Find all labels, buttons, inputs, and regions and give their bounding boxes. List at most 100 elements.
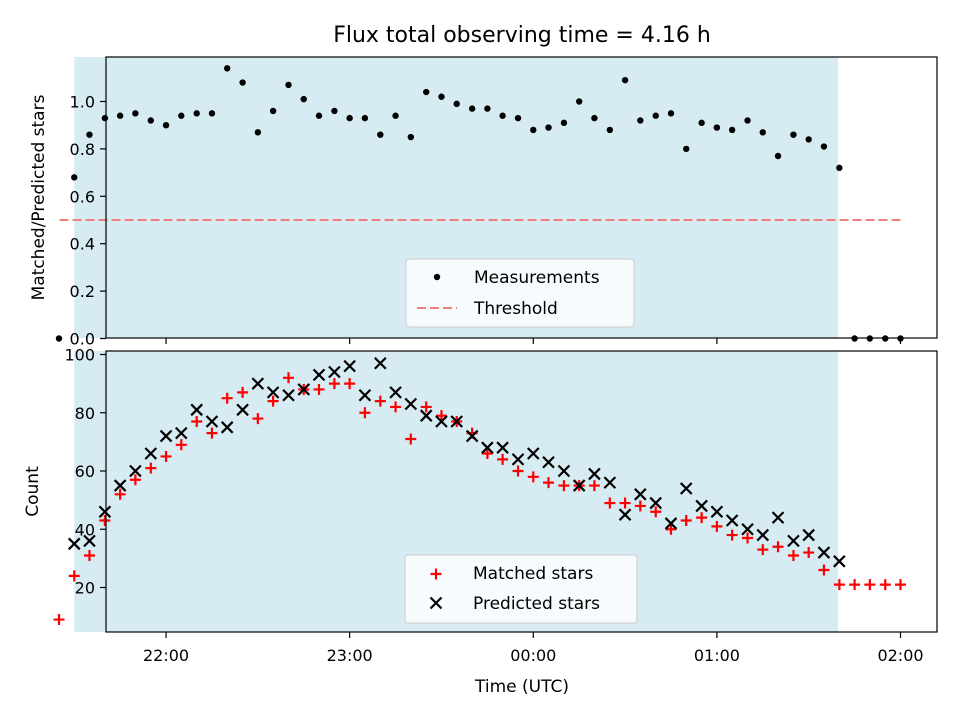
- matched-star-6: [145, 462, 157, 474]
- matched-star-46: [757, 544, 769, 556]
- measurement-point-8: [178, 112, 185, 119]
- measurement-point-39: [652, 112, 659, 119]
- matched-star-43: [711, 520, 723, 532]
- matched-star-1: [68, 570, 80, 582]
- predicted-star-3: [113, 479, 127, 492]
- legend-measurements-label: Measurements: [474, 268, 600, 288]
- matched-star-41: [680, 515, 692, 527]
- predicted-star-14: [282, 388, 295, 402]
- panel2-x-tick-label-0: 22:00: [143, 646, 189, 665]
- top-panel: Matched/Predicted stars 0.0 0.2 0.4 0.6 0.8 1.…: [29, 56, 938, 349]
- measurement-point-10: [208, 110, 216, 117]
- predicted-star-12: [251, 377, 265, 390]
- predicted-star-45: [756, 528, 770, 542]
- measurement-point-20: [361, 114, 369, 122]
- measurement-point-26: [453, 100, 460, 108]
- matched-star-42: [696, 512, 708, 524]
- matched-star-45: [742, 532, 754, 544]
- matched-star-40: [665, 523, 677, 535]
- predicted-star-29: [511, 453, 525, 466]
- matched-star-21: [374, 395, 386, 407]
- panel2-y-axis-label: Count: [23, 466, 43, 517]
- panel2-y-tick-label-2: 60: [75, 462, 95, 481]
- predicted-star-2: [98, 505, 112, 519]
- panel1-y-tick-label-5: 1.0: [70, 93, 95, 112]
- measurement-point-34: [575, 98, 583, 105]
- predicted-star-36: [618, 508, 632, 521]
- panel1-y-axis-label: Matched/Predicted stars: [29, 94, 49, 300]
- matched-star-23: [405, 433, 417, 445]
- matched-star-3: [99, 515, 111, 527]
- measurement-point-48: [790, 131, 797, 138]
- measurement-point-27: [468, 105, 476, 112]
- x-axis-label: Time (UTC): [474, 677, 569, 697]
- predicted-star-19: [358, 388, 372, 402]
- matched-star-39: [650, 506, 662, 518]
- measurement-point-36: [606, 126, 614, 134]
- measurement-point-38: [637, 117, 644, 124]
- predicted-star-49: [817, 546, 831, 559]
- legend-predicted-marker: [429, 596, 443, 610]
- measurement-point-33: [560, 119, 568, 127]
- matched-star-20: [359, 407, 371, 419]
- predicted-star-1: [83, 534, 96, 548]
- measurement-point-17: [315, 112, 323, 119]
- matched-star-55: [895, 579, 906, 591]
- panel2-y-tick-label-4: 100: [64, 346, 95, 365]
- matched-star-18: [328, 378, 340, 390]
- predicted-star-13: [266, 386, 280, 399]
- bottom-panel: Count 20 40 60 80 100 22:00 23:00 00:00 01:00 02:0…: [23, 346, 938, 665]
- matched-star-30: [512, 465, 524, 477]
- predicted-star-24: [435, 415, 448, 428]
- predicted-star-43: [725, 514, 739, 527]
- predicted-star-48: [802, 528, 815, 542]
- matched-star-17: [313, 383, 325, 395]
- predicted-star-21: [389, 386, 402, 399]
- measurement-point-0: [55, 335, 63, 342]
- matched-star-13: [252, 413, 264, 425]
- matched-star-9: [191, 415, 203, 427]
- measurement-point-49: [805, 136, 812, 143]
- measurement-point-40: [667, 110, 675, 117]
- predicted-star-44: [741, 522, 754, 536]
- measurement-point-3: [101, 114, 109, 122]
- matched-star-36: [604, 497, 616, 509]
- predicted-star-40: [679, 482, 693, 495]
- matched-star-2: [83, 549, 95, 561]
- predicted-star-8: [190, 403, 203, 417]
- predicted-star-5: [144, 447, 158, 460]
- panel2-y-tick-label-1: 40: [75, 520, 95, 539]
- measurement-point-16: [300, 95, 307, 103]
- predicted-star-33: [572, 479, 586, 492]
- matched-star-32: [543, 477, 555, 489]
- measurement-point-32: [545, 124, 552, 131]
- matched-star-37: [619, 497, 631, 509]
- measurement-point-5: [132, 110, 139, 117]
- matched-star-50: [818, 564, 830, 576]
- measurement-point-4: [116, 112, 124, 119]
- predicted-star-37: [634, 488, 647, 501]
- measurement-point-15: [285, 81, 292, 89]
- predicted-star-35: [603, 476, 617, 489]
- bottom-legend: [404, 554, 638, 624]
- measurement-point-23: [407, 133, 415, 141]
- measurement-point-2: [86, 131, 93, 138]
- matched-star-44: [726, 529, 738, 541]
- panel2-x-tick-label-2: 00:00: [510, 646, 556, 665]
- panel2-x-tick-label-3: 01:00: [694, 646, 740, 665]
- panel2-y-tick-label-0: 20: [75, 579, 95, 598]
- predicted-star-34: [588, 467, 601, 481]
- matched-star-35: [588, 480, 600, 492]
- measurement-point-46: [759, 129, 766, 136]
- measurement-point-18: [331, 107, 338, 115]
- predicted-star-6: [159, 429, 173, 443]
- measurement-point-28: [484, 105, 491, 112]
- measurement-point-19: [346, 114, 353, 122]
- matched-star-8: [175, 439, 187, 451]
- predicted-star-16: [312, 368, 326, 382]
- measurement-point-11: [223, 65, 231, 72]
- measurement-point-13: [254, 129, 262, 136]
- panel2-y-tick-label-3: 80: [75, 404, 95, 423]
- measurement-point-12: [239, 79, 246, 86]
